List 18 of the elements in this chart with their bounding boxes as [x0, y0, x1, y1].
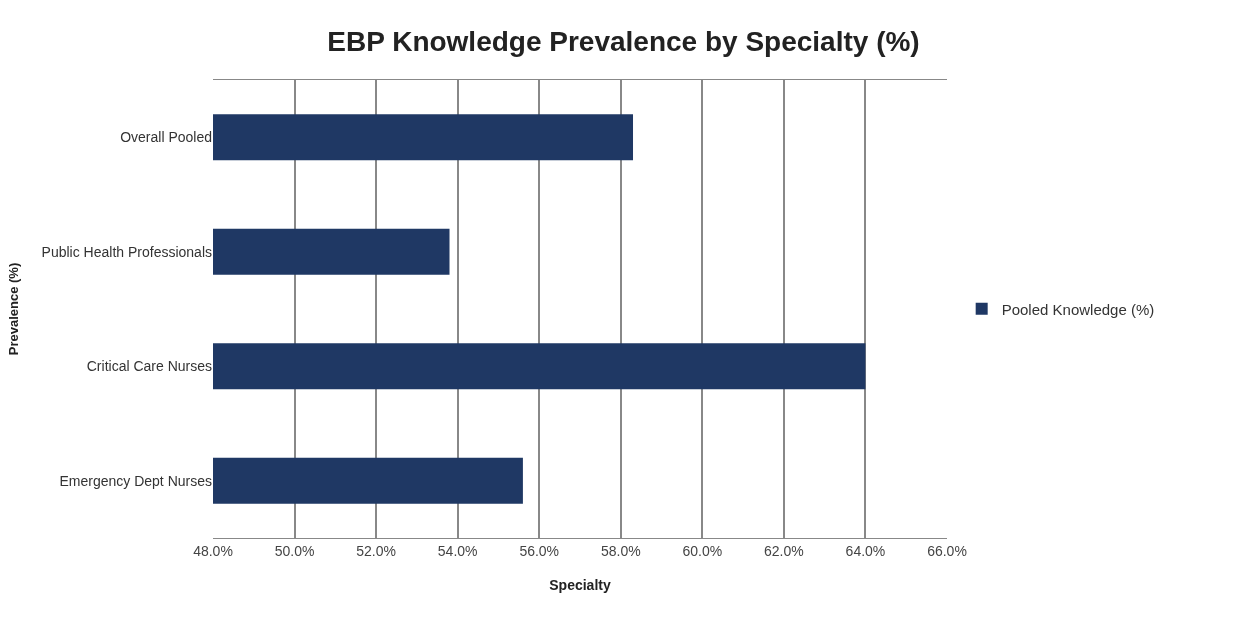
- x-tick-label: 58.0%: [600, 542, 641, 559]
- x-tick-label: 48.0%: [193, 542, 233, 559]
- y-tick-label: Critical Care Nurses: [86, 358, 212, 375]
- x-axis-title: Specialty: [549, 577, 611, 593]
- y-tick-label: Emergency Dept Nurses: [59, 472, 212, 489]
- y-tick-label: Public Health Professionals: [41, 243, 212, 260]
- y-axis-title: Prevalence (%): [5, 262, 21, 356]
- x-tick-label: 52.0%: [356, 542, 396, 559]
- legend-label: Pooled Knowledge (%): [1001, 300, 1155, 318]
- x-tick-label: 64.0%: [845, 542, 886, 559]
- x-tick-label: 56.0%: [519, 542, 560, 559]
- y-tick-label: Overall Pooled: [120, 129, 212, 146]
- x-tick-label: 62.0%: [764, 542, 804, 559]
- x-tick-label: 54.0%: [437, 542, 478, 559]
- x-tick-label: 50.0%: [274, 542, 315, 559]
- x-tick-label: 66.0%: [927, 542, 967, 559]
- x-tick-label: 60.0%: [682, 542, 723, 559]
- chart-title: EBP Knowledge Prevalence by Specialty (%): [327, 25, 920, 57]
